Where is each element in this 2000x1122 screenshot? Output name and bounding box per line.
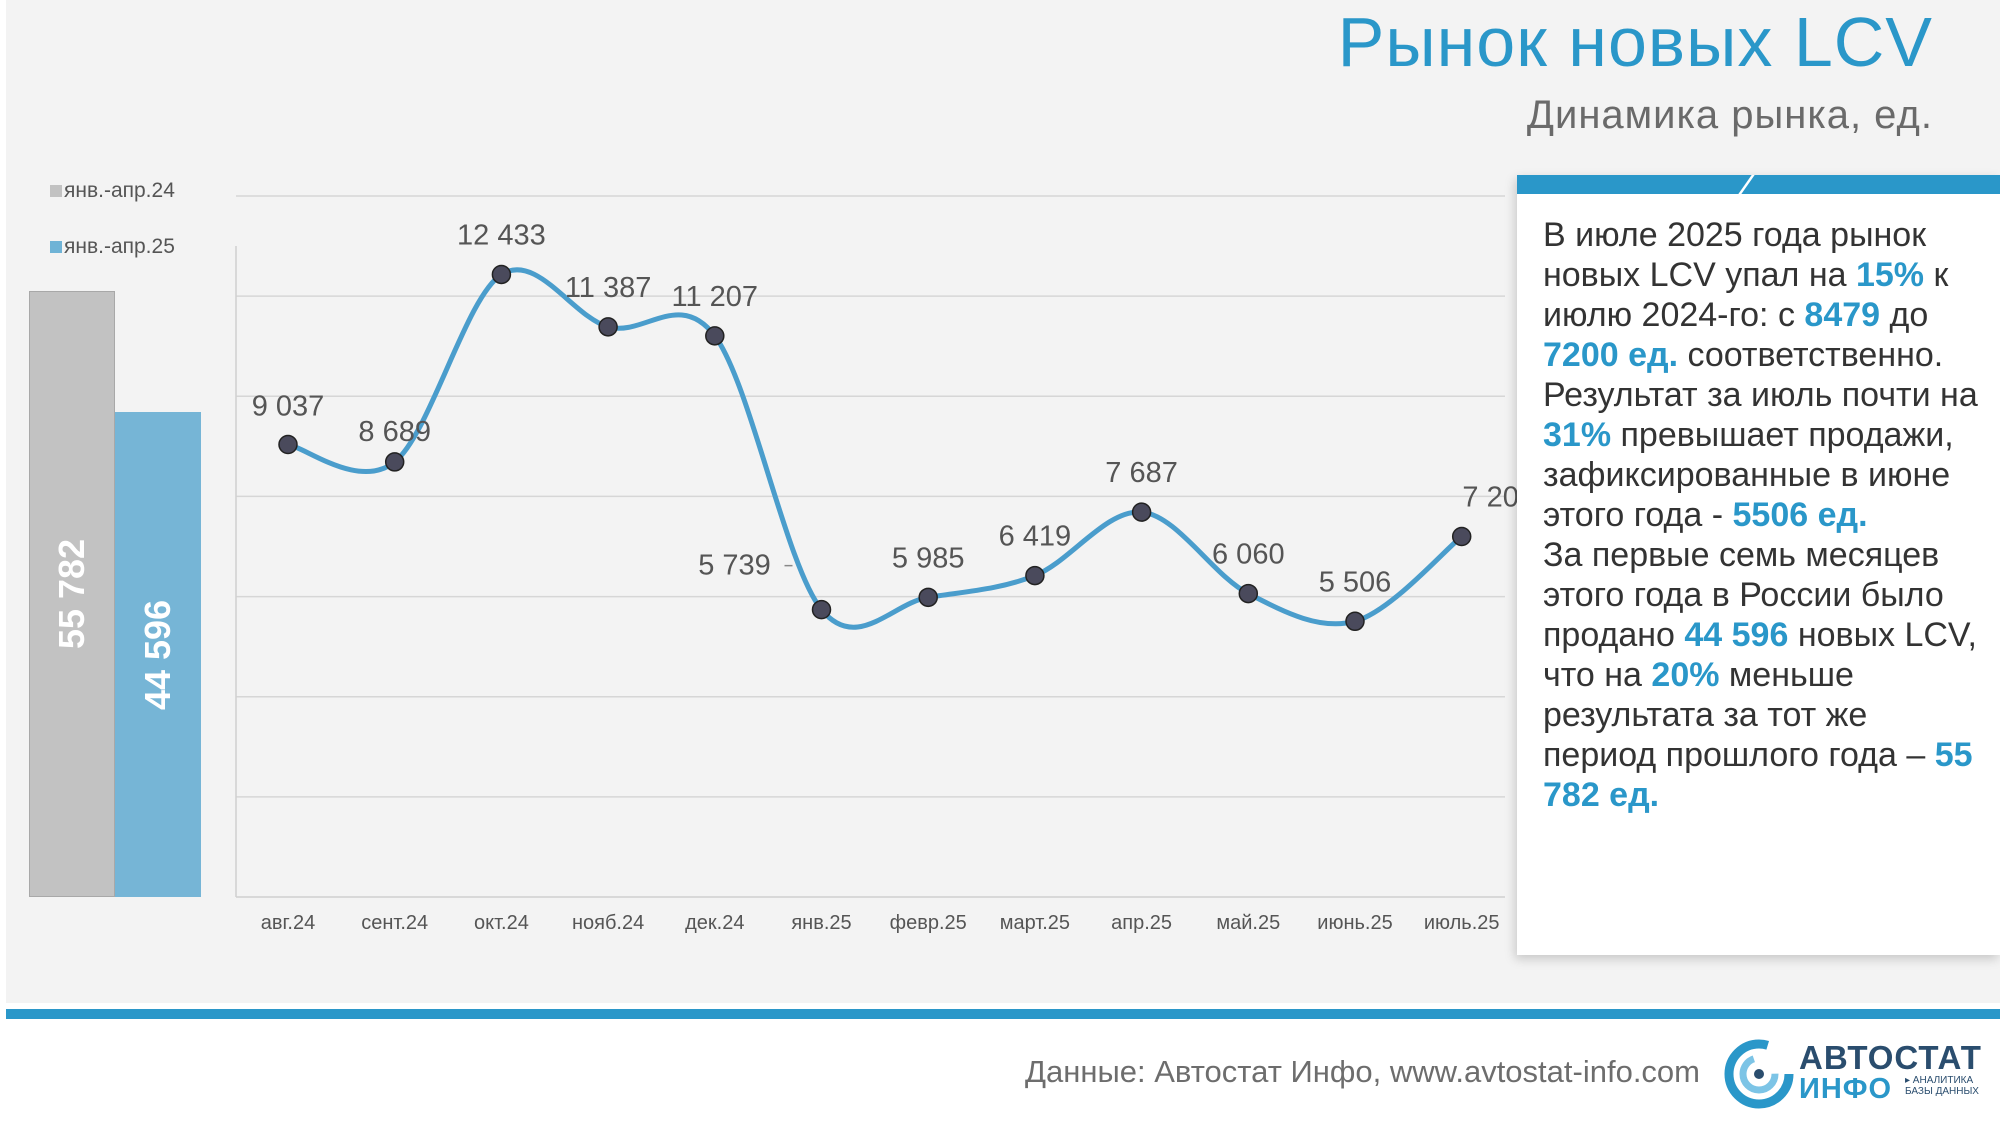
logo-tagline: ▸ АНАЛИТИКА БАЗЫ ДАННЫХ xyxy=(1905,1075,1979,1097)
x-tick-label: июль.25 xyxy=(1424,912,1500,934)
data-label: 7 200 xyxy=(1462,481,1517,513)
legend-item-2025: янв.-апр.25 xyxy=(50,235,175,259)
x-tick-label: дек.24 xyxy=(685,912,744,934)
legend-label-2024: янв.-апр.24 xyxy=(64,179,175,202)
legend-swatch-2025 xyxy=(50,241,62,253)
data-point xyxy=(811,599,832,620)
source-credit: Данные: Автостат Инфо, www.avtostat-info… xyxy=(1025,1054,1700,1089)
data-point xyxy=(1451,526,1472,547)
data-point xyxy=(384,452,405,472)
data-label: 5 739 xyxy=(698,550,771,582)
data-label: 7 687 xyxy=(1105,457,1178,489)
data-label: 11 387 xyxy=(565,272,652,304)
data-label: 5 985 xyxy=(892,542,965,574)
legend-swatch-2024 xyxy=(50,185,62,197)
page-subtitle: Динамика рынка, ед. xyxy=(1526,93,1933,137)
x-tick-label: янв.25 xyxy=(791,912,851,934)
data-label: 9 037 xyxy=(252,391,325,423)
data-label: 11 207 xyxy=(672,281,759,313)
data-point xyxy=(1025,565,1045,586)
x-tick-label: авг.24 xyxy=(261,912,315,934)
data-point xyxy=(598,317,618,337)
info-panel-accent-bar xyxy=(1517,175,2000,194)
line-chart: 9 037 авг.24 8 689 сент.24 12 433 окт.24 11 38… xyxy=(235,195,1517,934)
summary-bar-2025: 44 596 xyxy=(115,412,201,897)
data-point xyxy=(1238,583,1259,604)
legend-item-2024: янв.-апр.24 xyxy=(50,179,175,203)
x-tick-label: март.25 xyxy=(1000,912,1070,934)
x-tick-label: июнь.25 xyxy=(1317,912,1392,934)
x-tick-label: апр.25 xyxy=(1111,912,1172,934)
summary-bar-2024: 55 782 xyxy=(29,291,115,897)
series-line xyxy=(285,267,1465,630)
footer-divider xyxy=(6,1009,2000,1019)
x-tick-label: февр.25 xyxy=(890,912,967,934)
logo-word-avtostat: АВТОСТАТ xyxy=(1799,1039,1982,1076)
data-point xyxy=(491,264,512,285)
page-title: Рынок новых LCV xyxy=(1337,3,1933,81)
legend-label-2025: янв.-апр.25 xyxy=(64,235,175,258)
avtostat-logo: АВТОСТАТ ИНФО ▸ АНАЛИТИКА БАЗЫ ДАННЫХ xyxy=(1723,1033,1983,1113)
data-point xyxy=(1345,611,1365,632)
info-panel: В июле 2025 года рынок новых LCV упал на… xyxy=(1517,175,2000,955)
data-label: 12 433 xyxy=(457,219,546,251)
data-label: 8 689 xyxy=(358,416,431,448)
data-point xyxy=(705,326,725,346)
data-label: 6 060 xyxy=(1212,539,1285,571)
logo-word-info: ИНФО xyxy=(1799,1073,1893,1105)
x-tick-label: май.25 xyxy=(1216,912,1280,934)
info-text: В июле 2025 года рынок новых LCV упал на… xyxy=(1543,216,1978,814)
data-label: 5 506 xyxy=(1319,566,1392,598)
data-point xyxy=(918,587,938,608)
x-tick-label: сент.24 xyxy=(361,912,428,934)
x-tick-label: нояб.24 xyxy=(572,912,644,934)
data-point xyxy=(1131,502,1152,522)
logo-swirl-icon xyxy=(1724,1039,1794,1109)
data-point xyxy=(278,434,298,455)
data-label: 6 419 xyxy=(999,521,1072,553)
x-tick-label: окт.24 xyxy=(474,912,529,934)
